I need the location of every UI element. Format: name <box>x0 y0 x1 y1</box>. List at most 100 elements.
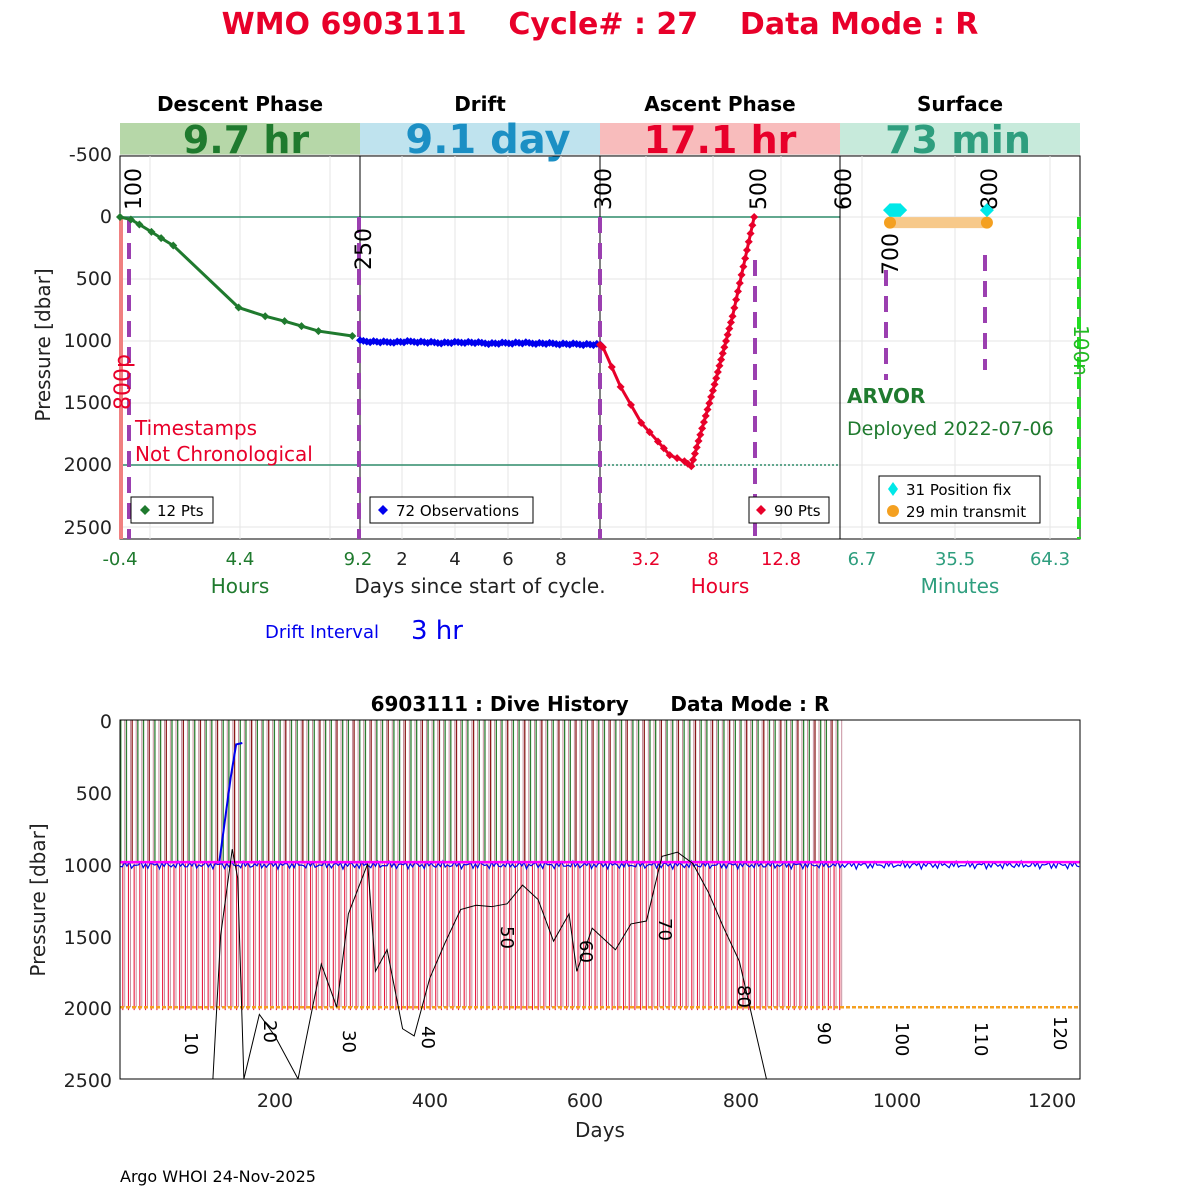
ascent-point <box>742 246 751 255</box>
legend-transmit-label: 29 min transmit <box>906 503 1026 521</box>
bottom-x-tick: 200 <box>257 1090 293 1112</box>
cycle-label-120: 120 <box>1049 1016 1070 1050</box>
phase-heading-ascent: Ascent Phase <box>644 92 795 116</box>
descent-line <box>119 215 353 338</box>
bottom-x-tick: 1200 <box>1028 1090 1076 1112</box>
cycle-label-20: 20 <box>259 1020 280 1043</box>
cycle-label-60: 60 <box>575 940 596 963</box>
top-series <box>116 203 994 471</box>
x-tick-drift: 2 <box>396 549 407 570</box>
top-y-tick: 0 <box>100 206 112 228</box>
top-y-tick: 1500 <box>64 392 112 414</box>
ascent-point <box>687 462 696 471</box>
figure-title: WMO 6903111 Cycle# : 27 Data Mode : R <box>222 7 979 42</box>
ascent-point <box>715 361 724 370</box>
ascent-point <box>744 237 753 246</box>
ascent-point <box>665 451 674 460</box>
ascent-line <box>599 216 756 469</box>
descent-point <box>147 227 156 236</box>
legend-descent: 12 Pts <box>130 496 214 524</box>
ascent-point <box>699 418 708 427</box>
bottom-x-axis-label: Days <box>575 1118 625 1142</box>
descent-point <box>169 241 178 250</box>
ascent-point <box>717 355 726 364</box>
cycle-label-30: 30 <box>338 1030 359 1053</box>
marker-label-100n: 100n <box>1069 325 1093 376</box>
cycle-label-80: 80 <box>733 985 754 1008</box>
marker-lines <box>127 217 987 539</box>
x-tick-ascent: 8 <box>707 549 718 570</box>
legend-ascent-label: 90 Pts <box>774 502 821 520</box>
ascent-point <box>689 455 698 464</box>
x-tick-drift: 8 <box>555 549 566 570</box>
x-unit-ascent: Hours <box>691 574 750 598</box>
x-tick-drift: 9.2 <box>344 549 373 570</box>
x-unit-surface: Minutes <box>921 574 1000 598</box>
ascent-point <box>690 449 699 458</box>
drift-interval-label: Drift Interval <box>265 622 379 643</box>
transmit-point <box>980 216 993 229</box>
top-y-axis-label: Pressure [dbar] <box>31 268 55 421</box>
ascent-point <box>653 437 662 446</box>
descent-point <box>348 332 357 341</box>
top-y-tick: 2500 <box>64 517 112 539</box>
ascent-point <box>708 386 717 395</box>
phase-heading-descent: Descent Phase <box>157 92 323 116</box>
descent-point <box>280 317 289 326</box>
cycle-label-40: 40 <box>417 1026 438 1049</box>
bottom-series <box>120 720 1080 1079</box>
ascent-point <box>732 295 741 304</box>
x-tick-drift: 6 <box>502 549 513 570</box>
bottom-x-tick: 600 <box>567 1090 603 1112</box>
legend-ascent: 90 Pts <box>748 496 830 524</box>
marker-label-300: 300 <box>592 168 617 210</box>
bottom-chart-title: 6903111 : Dive History Data Mode : R <box>371 692 830 716</box>
x-tick-ascent: 12.8 <box>761 549 801 570</box>
position-fix-point <box>893 203 908 218</box>
ascent-point <box>746 229 755 238</box>
x-unit-descent: Hours <box>211 574 270 598</box>
x-tick-ascent: 3.2 <box>632 549 661 570</box>
bottom-y-tick: 500 <box>76 783 112 805</box>
duration-band-surface <box>840 123 1080 156</box>
ascent-point <box>659 444 668 453</box>
ascent-point <box>616 382 625 391</box>
float-type: ARVOR <box>847 384 925 408</box>
x-tick-surface: 35.5 <box>935 549 975 570</box>
bottom-y-tick: 1500 <box>64 927 112 949</box>
legend-position-label: 31 Position fix <box>906 481 1011 499</box>
duration-band-ascent <box>600 123 840 156</box>
ascent-point <box>725 324 734 333</box>
cycle-label-70: 70 <box>654 918 675 941</box>
x-tick-surface: 6.7 <box>848 549 877 570</box>
legend-surface: 31 Position fix 29 min transmit <box>878 475 1041 524</box>
bottom-x-tick: 800 <box>723 1090 759 1112</box>
ascent-point <box>722 337 731 345</box>
ascent-point <box>694 437 703 446</box>
ascent-point <box>673 454 682 463</box>
cycle-label-110: 110 <box>970 1022 991 1056</box>
timestamp-warning-bar <box>119 217 123 539</box>
bottom-panel: 6903111 : Dive History Data Mode : R 0 5… <box>26 692 1081 1142</box>
bottom-x-tick: 1000 <box>873 1090 921 1112</box>
marker-label-250: 250 <box>352 228 377 270</box>
timestamps-note-line2: Not Chronological <box>135 442 313 466</box>
ascent-point <box>637 418 646 427</box>
phase-heading-drift: Drift <box>454 92 506 116</box>
cycle-label-10: 10 <box>180 1032 201 1055</box>
top-x-axis-label: Days since start of cycle. <box>354 574 605 598</box>
ascent-point <box>737 270 746 279</box>
position-fix-point <box>979 203 994 218</box>
marker-label-600: 600 <box>832 168 857 210</box>
ascent-point <box>626 400 635 409</box>
top-y-tick: -500 <box>69 144 112 166</box>
ascent-point <box>707 392 716 401</box>
ascent-point <box>718 349 727 358</box>
marker-label-800: 800 <box>978 168 1003 210</box>
ascent-point <box>705 399 714 408</box>
duration-band-drift <box>360 123 600 156</box>
bottom-y-axis-label: Pressure [dbar] <box>26 823 50 976</box>
descent-point <box>314 327 323 336</box>
ascent-point <box>720 343 729 352</box>
